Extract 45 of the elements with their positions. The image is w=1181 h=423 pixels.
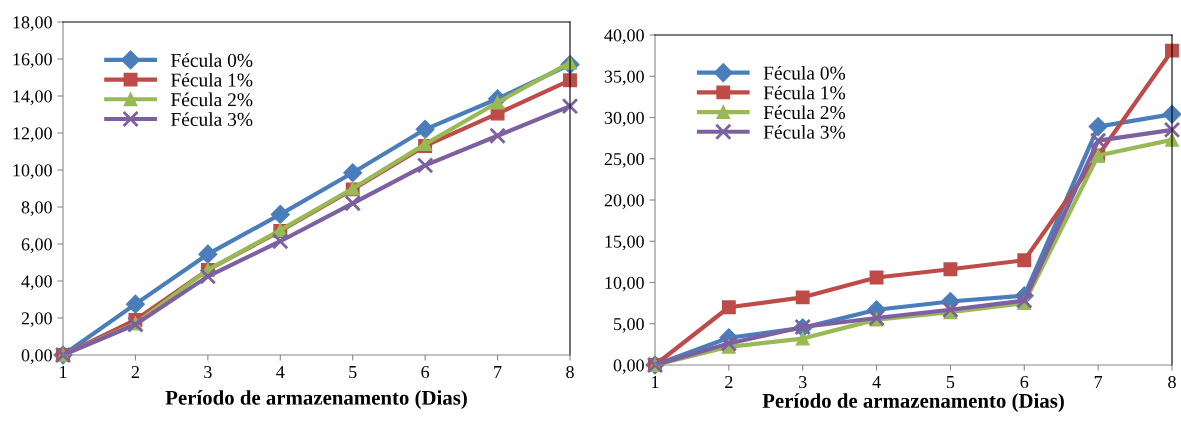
x-tick-label: 5 [349,366,357,379]
x-tick-label: 3 [799,375,807,389]
x-tick-label: 7 [494,366,502,378]
y-tick-label: 10,00 [605,276,644,292]
x-axis-title: Período de armazenamento (Dias) [165,390,467,410]
x-tick-label: 5 [946,376,955,389]
y-tick-label: 14,00 [13,90,52,106]
legend-label: Fécula 3% [763,125,846,139]
y-tick-label: 15,00 [605,235,644,251]
y-tick-label: 25,00 [604,153,644,168]
legend-label: Fécula 1% [170,72,253,87]
x-tick-label: 4 [276,366,285,378]
y-tick-label: 35,00 [604,70,644,86]
x-tick-label: 1 [652,376,659,388]
y-tick-label: 40,00 [604,29,644,45]
y-tick-label: 18,00 [13,16,52,32]
x-tick-label: 8 [566,365,574,379]
x-tick-label: 2 [131,365,139,378]
y-tick-label: 30,00 [604,111,644,127]
x-tick-label: 2 [725,375,733,388]
x-tick-label: 6 [421,365,430,379]
x-tick-label: 8 [1168,375,1176,389]
y-tick-label: 6,00 [21,238,52,254]
legend-label: Fécula 2% [763,105,846,120]
y-tick-label: 20,00 [604,194,644,210]
legend-label: Fécula 1% [763,85,846,100]
y-tick-label: 2,00 [21,312,52,328]
x-axis-title: Período de armazenamento (Dias) [762,393,1064,413]
x-tick-label: 7 [1094,376,1103,388]
y-tick-label: 16,00 [13,53,52,69]
y-tick-label: 10,00 [13,164,52,180]
y-tick-label: 0,00 [21,349,52,365]
y-tick-label: 12,00 [13,127,52,143]
x-tick-label: 6 [1020,375,1029,389]
legend-label: Fécula 0% [170,53,253,67]
legend-label: Fécula 0% [763,65,846,80]
x-tick-label: 4 [872,376,881,388]
y-tick-label: 5,00 [614,318,644,333]
legend-label: Fécula 2% [170,92,253,107]
y-tick-label: 8,00 [21,201,52,217]
y-tick-label: 4,00 [21,275,52,291]
x-tick-label: 3 [204,365,212,379]
legend-label: Fécula 3% [170,112,253,127]
y-tick-label: 0,00 [613,359,644,375]
x-tick-label: 1 [60,366,67,378]
